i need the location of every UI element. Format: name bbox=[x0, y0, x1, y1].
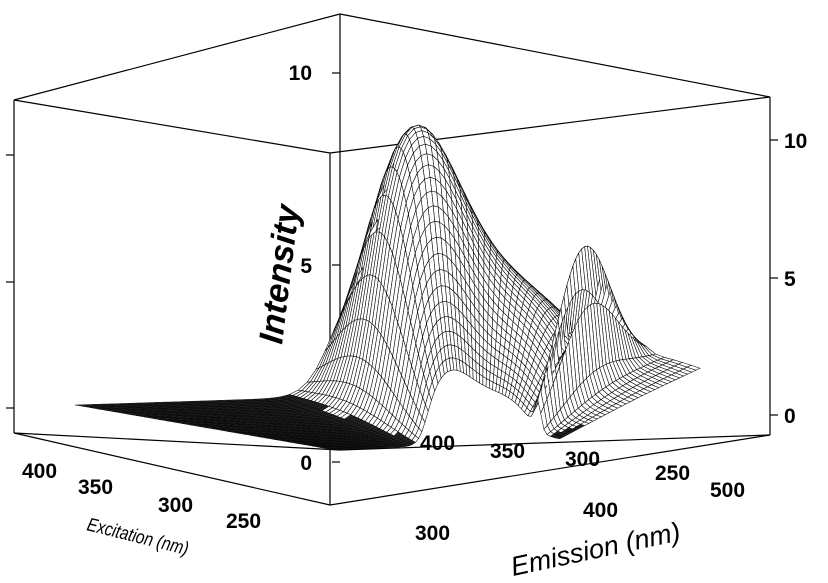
z-tick-back-label: 10 bbox=[289, 62, 312, 85]
z-tick-right-label: 10 bbox=[784, 130, 807, 153]
intensity-axis-label: Intensity bbox=[252, 201, 307, 346]
excitation-tick-front-label: 350 bbox=[490, 440, 525, 463]
excitation-axis-label: Excitation (nm) bbox=[85, 513, 191, 559]
box-edge bbox=[329, 96, 771, 154]
surface-cell bbox=[482, 376, 487, 388]
excitation-tick-label: 250 bbox=[226, 510, 261, 533]
tick-marks bbox=[6, 72, 778, 463]
surface-cell bbox=[556, 435, 565, 440]
surface-cell bbox=[327, 448, 339, 451]
emission-tick-label: 400 bbox=[583, 499, 618, 522]
excitation-tick-front-label: 400 bbox=[420, 432, 455, 455]
box-edge bbox=[339, 434, 771, 451]
z-tick-back-label: 5 bbox=[300, 255, 312, 278]
excitation-tick-label: 300 bbox=[158, 494, 193, 517]
excitation-tick-label: 400 bbox=[22, 460, 57, 483]
emission-tick-label: 500 bbox=[710, 479, 745, 502]
excitation-tick-front-label: 250 bbox=[655, 462, 690, 485]
box-edge bbox=[329, 434, 771, 506]
excitation-tick-front-label: 300 bbox=[565, 448, 600, 471]
box-edge bbox=[13, 99, 331, 154]
box-edge bbox=[13, 432, 331, 506]
z-tick-right-label: 5 bbox=[784, 268, 796, 291]
emission-tick-label: 300 bbox=[415, 522, 450, 545]
surface-mesh bbox=[74, 124, 701, 451]
box-edge bbox=[13, 13, 341, 101]
z-tick-back-label: 0 bbox=[300, 452, 312, 475]
excitation-tick-label: 350 bbox=[78, 476, 113, 499]
surface-cell bbox=[479, 373, 484, 386]
surface-cell bbox=[527, 411, 535, 417]
z-tick-right-label: 0 bbox=[784, 405, 796, 428]
emission-axis-label: Emission (nm) bbox=[508, 517, 683, 582]
box-edge bbox=[339, 13, 771, 98]
plot-box bbox=[13, 13, 771, 506]
box-edge bbox=[13, 432, 341, 451]
